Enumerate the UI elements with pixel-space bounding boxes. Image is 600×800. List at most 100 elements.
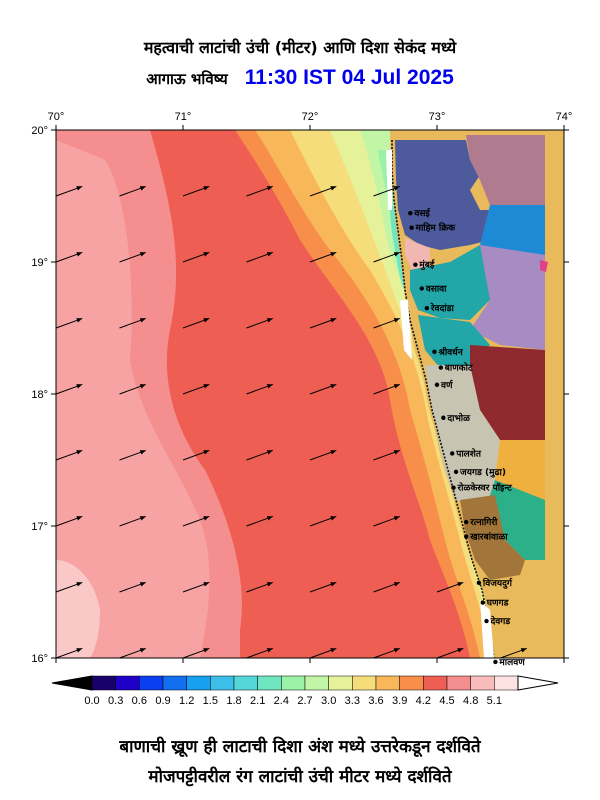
place-label: बाणकोट bbox=[444, 362, 473, 374]
wave-arrow bbox=[55, 449, 83, 461]
district-satara bbox=[470, 345, 545, 440]
wave-arrow bbox=[373, 449, 400, 461]
coastline bbox=[391, 140, 495, 658]
wave-arrow bbox=[55, 383, 83, 395]
wave-arrow bbox=[55, 317, 83, 329]
place-marker bbox=[480, 600, 485, 605]
wave-arrow bbox=[309, 581, 337, 593]
place-label: श्रीवर्धन bbox=[437, 346, 463, 358]
wave-arrow bbox=[119, 251, 146, 263]
place-marker bbox=[432, 349, 437, 354]
place-label: घणगड bbox=[486, 599, 510, 609]
wave-arrow bbox=[182, 449, 210, 461]
place-marker bbox=[434, 382, 440, 387]
place-marker bbox=[493, 659, 498, 665]
district-kolhapur bbox=[490, 480, 545, 560]
place-marker bbox=[476, 580, 482, 585]
colorbar-label: 3.9 bbox=[392, 695, 407, 707]
place-label: वसावा bbox=[425, 284, 447, 294]
colorbar-swatch bbox=[281, 675, 306, 691]
wave-arrow bbox=[55, 251, 83, 263]
place-label: जयगड (मुढा) bbox=[459, 468, 506, 478]
wave-arrow bbox=[246, 251, 273, 263]
wave-arrow bbox=[436, 647, 464, 659]
wave-arrow bbox=[373, 581, 400, 593]
wave-arrow bbox=[182, 251, 210, 263]
lat-tick-label: 20° bbox=[31, 125, 48, 137]
place-marker bbox=[413, 262, 418, 267]
wave-band-4.5 bbox=[56, 140, 210, 658]
wave-arrow bbox=[373, 647, 400, 659]
district-sindhudurg bbox=[460, 495, 525, 580]
wave-arrow bbox=[55, 515, 83, 527]
wave-arrow bbox=[373, 185, 400, 197]
colorbar-label: 3.3 bbox=[345, 695, 360, 707]
wave-arrow bbox=[246, 317, 273, 329]
colorbar-swatch bbox=[352, 675, 377, 691]
colorbar-swatch bbox=[399, 675, 424, 691]
colorbar: 0.0 0.3 0.6 0.9 1.2 1.5 1.8 2.1 2.4 2.7 3.0 3.3 3.6 3… bbox=[51, 675, 559, 707]
place-marker bbox=[424, 306, 430, 311]
wave-arrow bbox=[373, 515, 400, 527]
colorbar-low-arrow bbox=[51, 675, 93, 691]
wave-arrow bbox=[119, 449, 146, 461]
wave-arrow bbox=[182, 647, 210, 659]
wave-arrow bbox=[119, 185, 146, 197]
colorbar-label: 4.5 bbox=[439, 695, 454, 707]
colorbar-swatch bbox=[328, 675, 353, 691]
colorbar-label: 0.0 bbox=[84, 695, 99, 707]
nearshore-gap-2 bbox=[400, 300, 412, 360]
colorbar-label: 1.8 bbox=[226, 695, 241, 707]
colorbar-swatch bbox=[304, 675, 329, 691]
arrow-note: बाणाची ख्रूण ही लाटाची दिशा अंश मध्ये उत… bbox=[119, 737, 481, 757]
lon-tick-label: 73° bbox=[429, 111, 446, 123]
colorbar-swatch bbox=[115, 675, 140, 691]
colorbar-label: 0.3 bbox=[108, 695, 123, 707]
wave-arrow bbox=[246, 515, 273, 527]
lon-tick-label: 71° bbox=[175, 111, 192, 123]
wave-height-map: वसई माहिम क्रिक मुंबई वसावा रेवदांडा श्रीवर्ध… bbox=[31, 111, 572, 707]
wave-arrow bbox=[55, 647, 83, 659]
colorbar-label: 1.2 bbox=[179, 695, 194, 707]
wave-arrow bbox=[309, 185, 337, 197]
wave-arrow bbox=[309, 317, 337, 329]
lat-tick-label: 16° bbox=[31, 653, 48, 665]
map-title: महत्वाची लाटांची उंची (मीटर) आणि दिशा से… bbox=[143, 38, 457, 57]
colorbar-label: 5.1 bbox=[487, 695, 502, 707]
wave-direction-arrows bbox=[55, 185, 527, 659]
colorbar-swatch bbox=[375, 675, 400, 691]
place-label: दाभोळ bbox=[446, 412, 471, 424]
place-label: मुंबई bbox=[418, 259, 435, 271]
district-nashik bbox=[466, 135, 545, 210]
colorbar-swatch bbox=[162, 675, 187, 691]
wave-band-4.8 bbox=[56, 560, 100, 658]
forecast-label: आगाऊ भविष्य bbox=[146, 70, 228, 88]
place-marker bbox=[441, 415, 446, 420]
wave-arrow bbox=[119, 515, 146, 527]
place-label: रोळकेस्वर पॉइन्ट bbox=[457, 482, 513, 494]
wave-arrow bbox=[182, 515, 210, 527]
place-marker bbox=[419, 286, 424, 291]
colorbar-label: 2.7 bbox=[297, 695, 312, 707]
district-mumbai bbox=[405, 238, 430, 270]
wave-arrow bbox=[373, 383, 400, 395]
place-labels: वसई माहिम क्रिक मुंबई वसावा रेवदांडा श्रीवर्ध… bbox=[408, 207, 525, 668]
place-marker bbox=[450, 451, 455, 456]
district-ahmednagar bbox=[480, 205, 545, 255]
wave-arrow bbox=[55, 185, 83, 197]
place-marker bbox=[464, 534, 469, 539]
wave-arrow bbox=[246, 383, 273, 395]
colorbar-label: 4.2 bbox=[416, 695, 431, 707]
place-marker bbox=[451, 485, 456, 490]
district-raigad bbox=[410, 245, 500, 320]
place-marker bbox=[408, 210, 413, 216]
place-label: माहिम क्रिक bbox=[415, 222, 457, 234]
place-label: मालवण bbox=[498, 658, 525, 668]
wave-arrow bbox=[182, 317, 210, 329]
colorbar-swatch bbox=[257, 675, 282, 691]
colorbar-label: 2.4 bbox=[274, 695, 289, 707]
lat-tick-label: 18° bbox=[31, 389, 48, 401]
wave-arrow bbox=[436, 581, 464, 593]
district-ratnagiri bbox=[425, 365, 500, 505]
colorbar-label: 3.6 bbox=[368, 695, 383, 707]
